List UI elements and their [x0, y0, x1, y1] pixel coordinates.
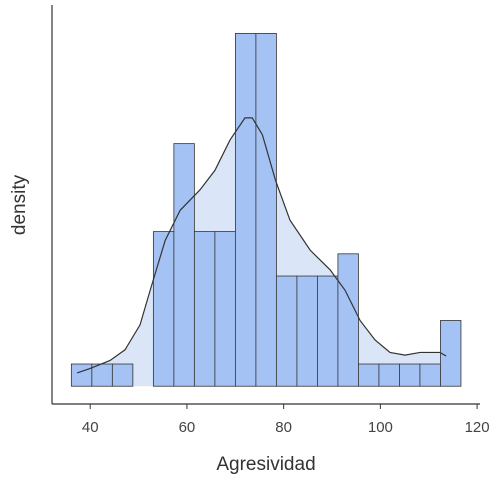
bar [255, 33, 277, 387]
x-tick-label: 60 [179, 419, 196, 436]
bar [91, 363, 113, 387]
bar [214, 231, 236, 387]
bar [70, 363, 93, 387]
x-tick-label: 120 [465, 419, 490, 436]
x-tick-label: 40 [82, 419, 99, 436]
bar [173, 143, 195, 387]
density-line [76, 117, 447, 374]
bar [337, 253, 359, 387]
x-axis-title: Agresividad [216, 454, 315, 475]
x-tick-label: 100 [368, 419, 393, 436]
bar [378, 363, 400, 387]
bar [275, 275, 298, 387]
bar [296, 275, 318, 387]
x-tick-label: 80 [275, 419, 292, 436]
bar [419, 363, 441, 387]
bar [193, 231, 216, 387]
bar [358, 363, 380, 387]
bar [440, 320, 462, 387]
bar [234, 33, 257, 387]
y-axis-title: density [9, 174, 30, 235]
bar [111, 363, 134, 387]
bar [152, 231, 175, 387]
bar [317, 275, 339, 387]
bar [399, 363, 421, 387]
